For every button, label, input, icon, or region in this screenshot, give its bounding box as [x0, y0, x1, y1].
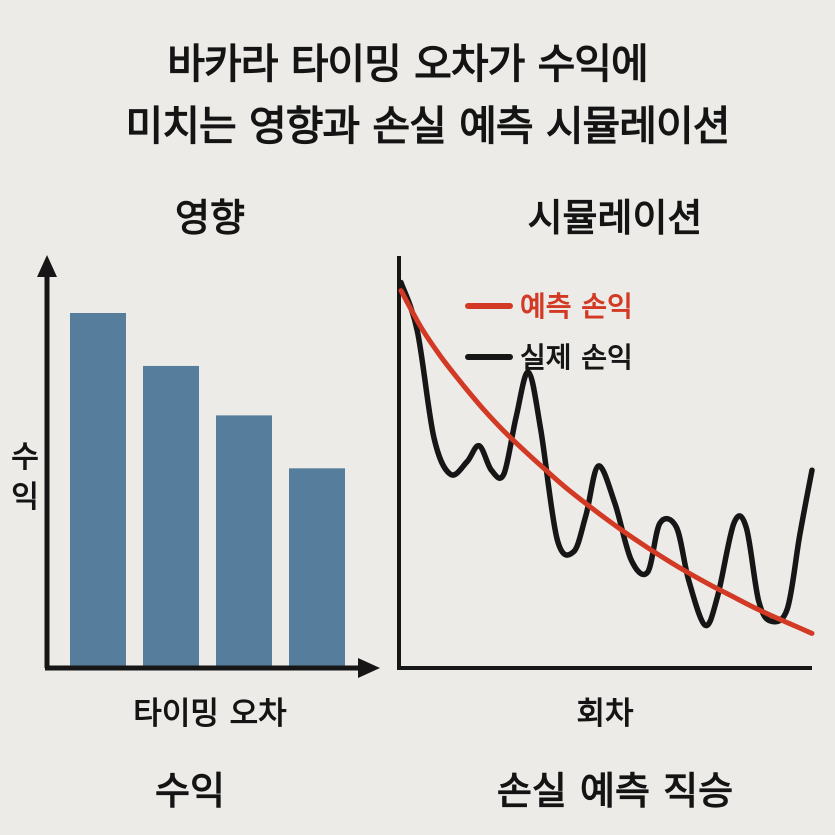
actual-loss-line: [398, 279, 815, 629]
right-x-axis-label: 회차: [576, 696, 634, 732]
chart-title-line-2: 미치는 영향과 손실 예측 시뮬레이션: [125, 102, 731, 150]
left-y-axis-arrow: [37, 255, 57, 277]
legend-label-predicted: 예측 손익: [520, 290, 633, 323]
left-y-axis-label: 수익: [11, 440, 39, 515]
predicted-loss-line: [398, 288, 815, 636]
left-caption: 수익: [155, 769, 225, 813]
left-x-axis-arrow: [358, 658, 380, 678]
right-panel-title: 시뮬레이션: [527, 196, 703, 240]
bar-2: [143, 365, 199, 666]
chart-title-line-1: 바카라 타이밍 오차가 수익에: [167, 40, 648, 88]
bar-4: [289, 468, 345, 666]
left-panel-title: 영향: [175, 196, 245, 240]
left-axes: [37, 255, 380, 678]
legend: 예측 손익 실제 손익: [465, 290, 633, 374]
line-series: [398, 279, 815, 636]
right-caption: 손실 예측 직승: [496, 769, 734, 813]
right-axes: [397, 256, 812, 670]
bar-1: [70, 313, 126, 666]
legend-label-actual: 실제 손익: [520, 341, 633, 374]
bar-3: [216, 415, 272, 666]
bar-series: [70, 313, 345, 666]
left-x-axis-label: 타이밍 오차: [133, 696, 287, 732]
